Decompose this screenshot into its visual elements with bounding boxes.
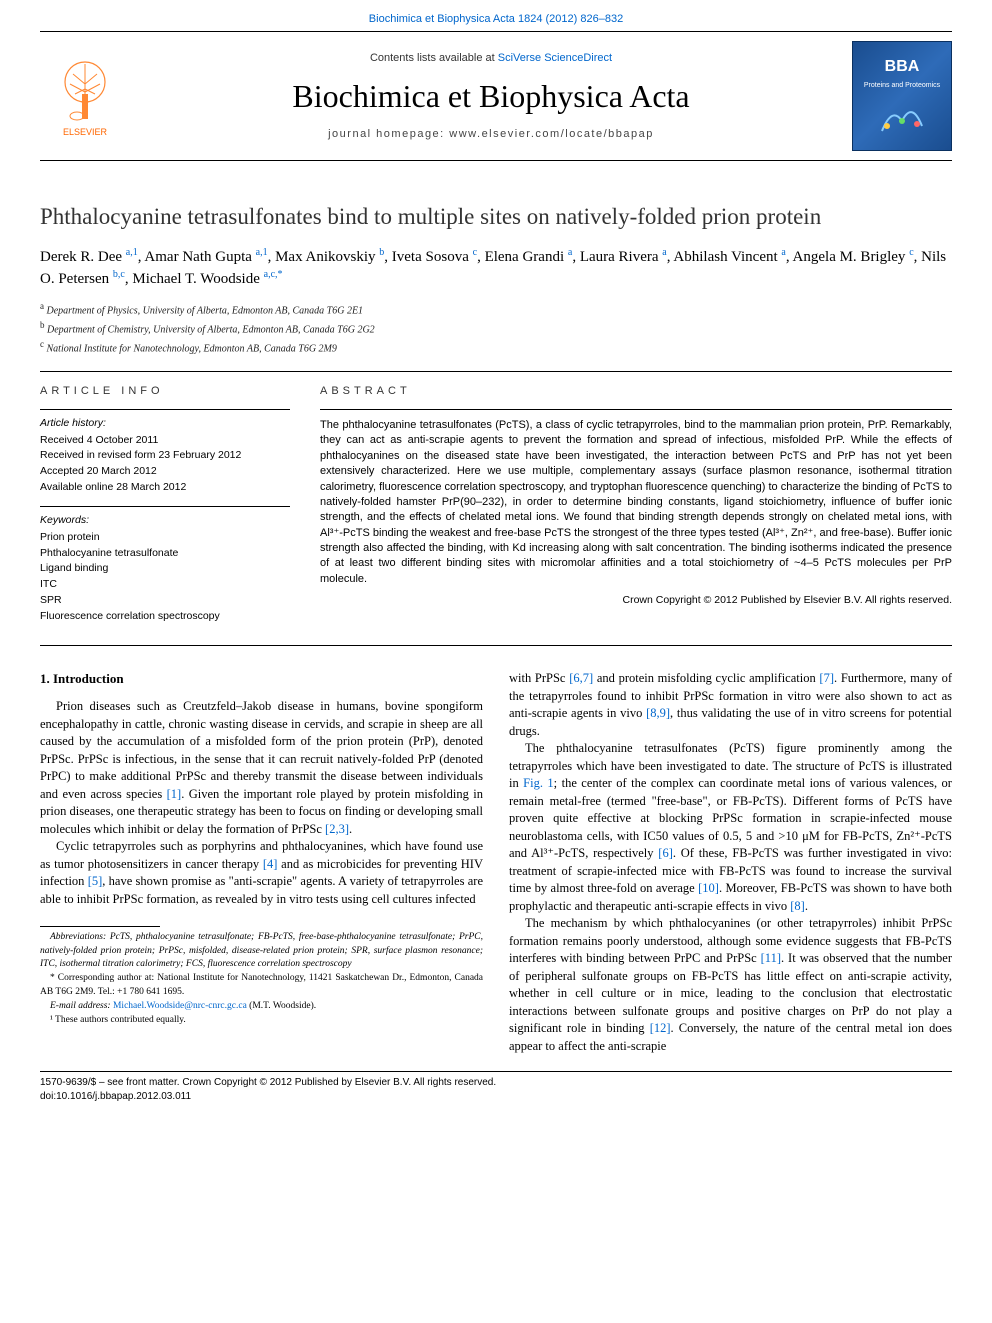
right-column: with PrPSc [6,7] and protein misfolding … [509,670,952,1055]
footnote-separator [40,926,160,927]
email-link[interactable]: Michael.Woodside@nrc-cnrc.gc.ca [113,1001,247,1011]
equal-contribution-note: ¹ These authors contributed equally. [40,1014,483,1027]
keyword-line: Prion protein [40,530,290,545]
article-info-panel: article info Article history: Received 4… [40,384,290,636]
journal-cover-badge: BBA Proteins and Proteomics [852,41,952,151]
affiliation-line: b Department of Chemistry, University of… [40,319,952,337]
keyword-line: ITC [40,577,290,592]
journal-title: Biochimica et Biophysica Acta [130,74,852,119]
history-line: Available online 28 March 2012 [40,480,290,495]
left-column: 1. Introduction Prion diseases such as C… [40,670,483,1055]
keyword-line: Ligand binding [40,561,290,576]
article-info-header: article info [40,384,290,399]
affiliations: a Department of Physics, University of A… [40,300,952,357]
history-line: Received in revised form 23 February 201… [40,448,290,463]
footnotes: Abbreviations: PcTS, phthalocyanine tetr… [40,931,483,1027]
divider [40,371,952,372]
body-columns: 1. Introduction Prion diseases such as C… [40,670,952,1055]
sciencedirect-link[interactable]: SciVerse ScienceDirect [498,52,612,64]
divider [40,645,952,646]
front-matter-line: 1570-9639/$ – see front matter. Crown Co… [40,1076,952,1090]
article-title: Phthalocyanine tetrasulfonates bind to m… [40,201,952,233]
ref-link[interactable]: [8] [790,899,805,913]
ref-link[interactable]: [12] [650,1021,671,1035]
ref-link[interactable]: [11] [761,951,781,965]
citation-header: Biochimica et Biophysica Acta 1824 (2012… [0,0,992,31]
ref-link[interactable]: [2,3] [325,822,349,836]
history-label: Article history: [40,416,290,431]
history-line: Received 4 October 2011 [40,433,290,448]
elsevier-tree-icon [55,54,115,124]
elsevier-logo: ELSEVIER [40,46,130,146]
ref-link[interactable]: [8,9] [646,706,670,720]
contents-line: Contents lists available at SciVerse Sci… [130,51,852,66]
doi-line: doi:10.1016/j.bbapap.2012.03.011 [40,1090,952,1104]
corresponding-author-note: * Corresponding author at: National Inst… [40,972,483,999]
abstract-panel: abstract The phthalocyanine tetrasulfona… [320,384,952,636]
email-note: E-mail address: Michael.Woodside@nrc-cnr… [40,1000,483,1013]
ref-link[interactable]: [10] [698,881,719,895]
ref-link[interactable]: [4] [263,857,278,871]
masthead: ELSEVIER Contents lists available at Sci… [40,31,952,161]
author-list: Derek R. Dee a,1, Amar Nath Gupta a,1, M… [40,246,952,290]
abbreviations-note: Abbreviations: PcTS, phthalocyanine tetr… [40,931,483,971]
keyword-line: Fluorescence correlation spectroscopy [40,609,290,624]
abstract-copyright: Crown Copyright © 2012 Published by Else… [320,593,952,608]
figure-link[interactable]: Fig. 1 [523,776,554,790]
ref-link[interactable]: [7] [819,671,834,685]
footer-bar: 1570-9639/$ – see front matter. Crown Co… [40,1071,952,1104]
abstract-text: The phthalocyanine tetrasulfonates (PcTS… [320,418,952,587]
keyword-line: Phthalocyanine tetrasulfonate [40,546,290,561]
history-line: Accepted 20 March 2012 [40,464,290,479]
abstract-header: abstract [320,384,952,399]
affiliation-line: c National Institute for Nanotechnology,… [40,338,952,356]
ref-link[interactable]: [1] [167,787,182,801]
ref-link[interactable]: [6,7] [569,671,593,685]
affiliation-line: a Department of Physics, University of A… [40,300,952,318]
section-heading-intro: 1. Introduction [40,670,483,688]
publisher-name: ELSEVIER [63,126,107,139]
keyword-line: SPR [40,593,290,608]
keywords-label: Keywords: [40,513,290,528]
ref-link[interactable]: [5] [88,874,103,888]
ref-link[interactable]: [6] [658,846,673,860]
journal-homepage: journal homepage: www.elsevier.com/locat… [130,127,852,142]
